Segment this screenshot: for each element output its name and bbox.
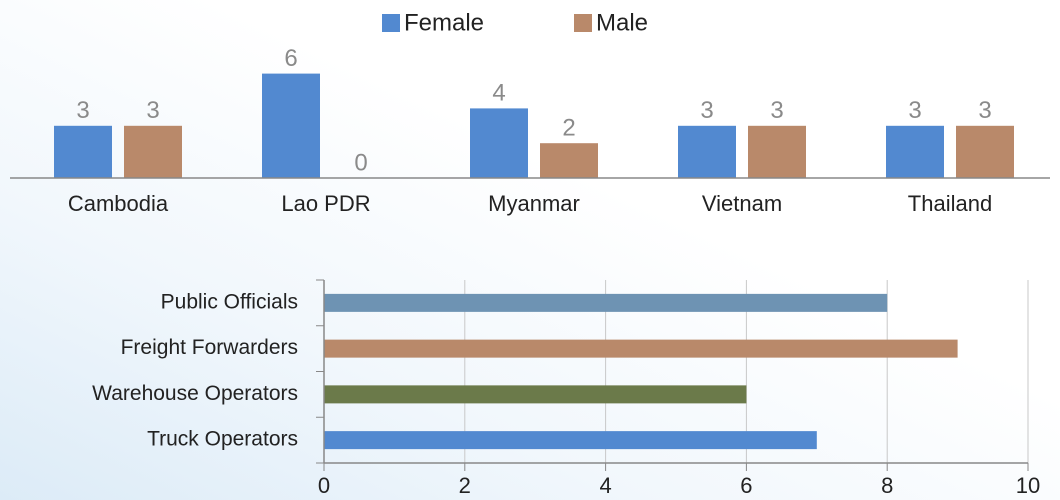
x-tick-label: Thailand (908, 191, 992, 216)
x-tick-label: 10 (1016, 473, 1040, 498)
x-tick-label: Lao PDR (281, 191, 370, 216)
data-label: 0 (354, 149, 367, 176)
data-label: 2 (562, 115, 575, 142)
x-tick-label: 2 (459, 473, 471, 498)
bar (678, 125, 736, 178)
x-tick-label: Cambodia (68, 191, 169, 216)
bar (324, 339, 958, 358)
bar (124, 125, 182, 178)
bar (324, 385, 747, 404)
x-tick-label: 6 (740, 473, 752, 498)
data-label: 3 (76, 97, 89, 124)
data-label: 3 (700, 97, 713, 124)
x-tick-label: Vietnam (702, 191, 782, 216)
y-tick-label: Truck Operators (147, 428, 298, 451)
data-label: 6 (284, 45, 297, 72)
y-tick-label: Warehouse Operators (92, 382, 298, 405)
bar (748, 125, 806, 178)
legend-swatch (382, 14, 400, 32)
data-label: 3 (770, 97, 783, 124)
x-tick-label: 4 (599, 473, 611, 498)
x-tick-label: 8 (881, 473, 893, 498)
bar (956, 125, 1014, 178)
bar (470, 108, 528, 178)
legend-swatch (574, 14, 592, 32)
data-label: 4 (492, 80, 505, 107)
bar (262, 73, 320, 178)
bar (324, 293, 888, 312)
bar (540, 143, 598, 178)
x-tick-label: Myanmar (488, 191, 580, 216)
bar (324, 431, 817, 450)
x-tick-label: 0 (318, 473, 330, 498)
data-label: 3 (978, 97, 991, 124)
legend-label: Male (596, 9, 648, 36)
data-label: 3 (146, 97, 159, 124)
y-tick-label: Freight Forwarders (121, 336, 298, 359)
bar (886, 125, 944, 178)
data-label: 3 (908, 97, 921, 124)
bar (54, 125, 112, 178)
legend-label: Female (404, 9, 484, 36)
y-tick-label: Public Officials (161, 290, 298, 313)
